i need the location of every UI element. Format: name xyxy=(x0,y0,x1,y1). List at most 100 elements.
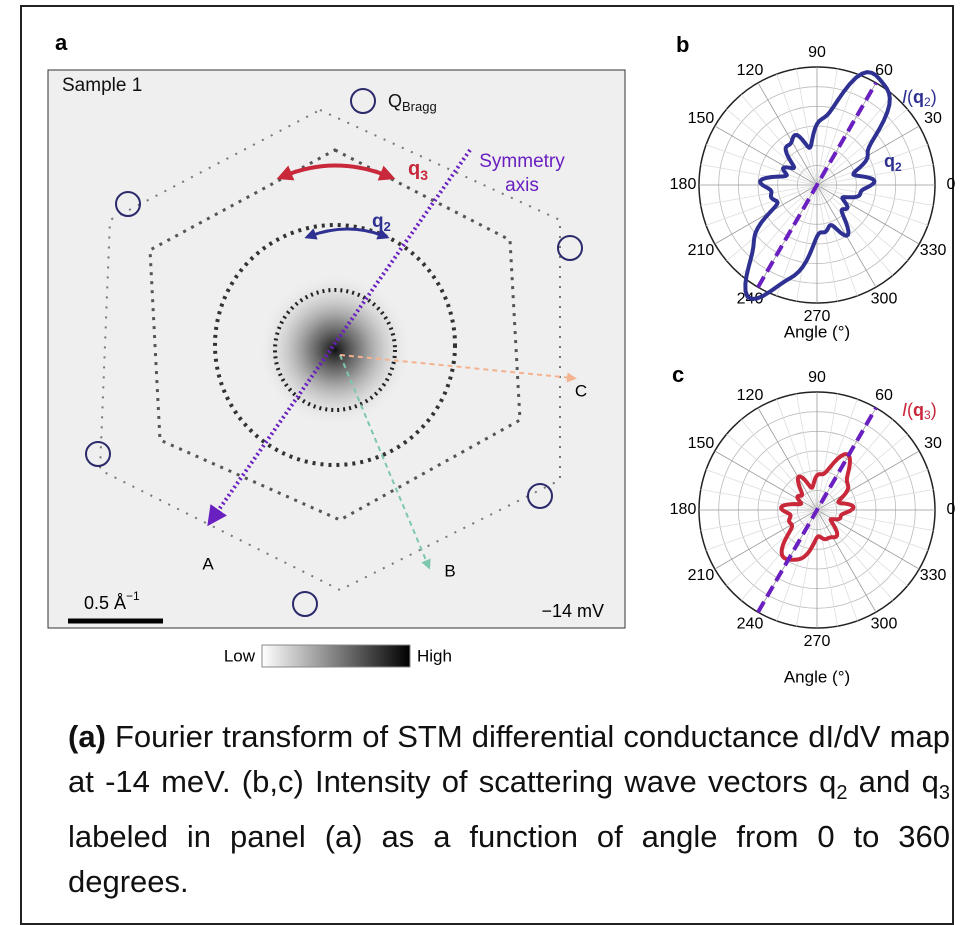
angle-label: 120 xyxy=(737,387,764,404)
angle-label: 150 xyxy=(688,435,715,452)
angle-label: 60 xyxy=(875,387,893,404)
angle-label: 90 xyxy=(808,369,826,386)
legend-open: ( xyxy=(907,87,913,107)
angle-label: 30 xyxy=(924,435,942,452)
angle-label: 300 xyxy=(871,616,898,633)
caption-sub: 2 xyxy=(836,781,848,804)
center-blob xyxy=(260,275,410,425)
polar-spoke xyxy=(740,94,818,186)
polar-spoke xyxy=(816,184,858,297)
polar-spoke xyxy=(816,509,858,622)
polar-spoke xyxy=(796,184,818,302)
point-label: C xyxy=(575,381,587,400)
polar-spoke xyxy=(816,509,894,601)
polar-spoke xyxy=(816,509,877,613)
polar-spoke xyxy=(714,509,818,570)
image-frame xyxy=(47,69,626,629)
angle-label: 210 xyxy=(688,242,715,259)
bragg-markers xyxy=(85,88,583,617)
point-label: A xyxy=(202,554,214,573)
bragg-main: Q xyxy=(388,91,402,111)
polar-spoke xyxy=(776,184,818,297)
polar-curve xyxy=(743,70,892,301)
symmetry-label: axis xyxy=(505,175,539,196)
polar-spoke xyxy=(816,68,838,186)
angle-label: 120 xyxy=(737,62,764,79)
polar-spoke xyxy=(714,125,818,186)
angle-label: 330 xyxy=(920,242,947,259)
polar-spoke xyxy=(816,184,920,245)
q2-sub: 2 xyxy=(384,219,391,234)
caption-text: and q xyxy=(847,763,939,799)
polar-spoke xyxy=(816,184,894,276)
scale-sup: −1 xyxy=(126,589,140,603)
caption-sub: 3 xyxy=(938,781,950,804)
symmetry-label: Symmetry xyxy=(479,151,565,172)
bragg-marker xyxy=(557,235,583,261)
point-label: B xyxy=(444,561,455,580)
polar-spoke xyxy=(816,184,929,226)
colorbar-high: High xyxy=(417,646,452,665)
ft-image xyxy=(47,69,626,629)
polar-spoke xyxy=(816,393,838,511)
ring xyxy=(273,288,397,412)
bragg-marker xyxy=(527,483,553,509)
legend-close: ) xyxy=(931,400,937,420)
polar-spoke xyxy=(700,489,818,511)
arrow-b xyxy=(339,354,431,570)
polar-spoke xyxy=(816,509,929,551)
polar-spoke xyxy=(796,68,818,186)
curve-sub: 2 xyxy=(895,160,902,174)
polar-spoke xyxy=(816,433,908,511)
angle-label: 30 xyxy=(924,110,942,127)
angle-label: 330 xyxy=(920,567,947,584)
symmetry-line xyxy=(756,406,878,614)
polar-spoke xyxy=(705,509,818,551)
polar-spoke xyxy=(757,407,818,511)
polar-spoke xyxy=(700,164,818,186)
bias-label: −14 mV xyxy=(541,601,604,621)
colorbar xyxy=(261,644,411,668)
ring xyxy=(213,223,457,467)
curve-main: q xyxy=(884,151,895,171)
panel-label: a xyxy=(55,30,68,55)
q2-label: q2 xyxy=(372,211,391,234)
polar-spoke xyxy=(816,509,838,627)
angle-label: 300 xyxy=(871,291,898,308)
legend-sub: 2 xyxy=(924,95,931,109)
legend-sub: 3 xyxy=(924,408,931,422)
polar-spoke xyxy=(757,82,818,186)
q3-sub: 3 xyxy=(420,167,428,183)
polar-spoke xyxy=(776,398,818,511)
bragg-marker xyxy=(115,191,141,217)
caption: (a) Fourier transform of STM differentia… xyxy=(68,715,950,904)
q2-arrow xyxy=(304,227,390,240)
symmetry-line xyxy=(756,81,878,289)
panel-label: b xyxy=(676,32,689,57)
polar-spoke xyxy=(705,144,818,186)
q2-main: q xyxy=(372,211,384,232)
q3-arrow xyxy=(276,163,396,181)
polar-spoke xyxy=(776,509,818,622)
q3-label: q3 xyxy=(408,158,428,182)
polar-spoke xyxy=(796,393,818,511)
axis-label: Angle (°) xyxy=(784,667,850,686)
polar-spoke xyxy=(700,184,818,206)
angle-label: 150 xyxy=(688,110,715,127)
curve-label: q2 xyxy=(884,151,902,174)
bragg-marker xyxy=(292,591,318,617)
angle-label: 0 xyxy=(947,501,956,518)
polar-spoke xyxy=(726,108,818,186)
angle-label: 0 xyxy=(947,176,956,193)
legend: I(q3) xyxy=(902,400,937,422)
polar-spoke xyxy=(740,509,818,601)
legend-q: q xyxy=(913,87,924,107)
polar-spoke xyxy=(816,184,908,262)
polar-spoke xyxy=(705,184,818,226)
polar-spoke xyxy=(816,398,858,511)
angle-label: 90 xyxy=(808,44,826,61)
q3-main: q xyxy=(408,158,420,180)
angle-label: 270 xyxy=(804,633,831,650)
